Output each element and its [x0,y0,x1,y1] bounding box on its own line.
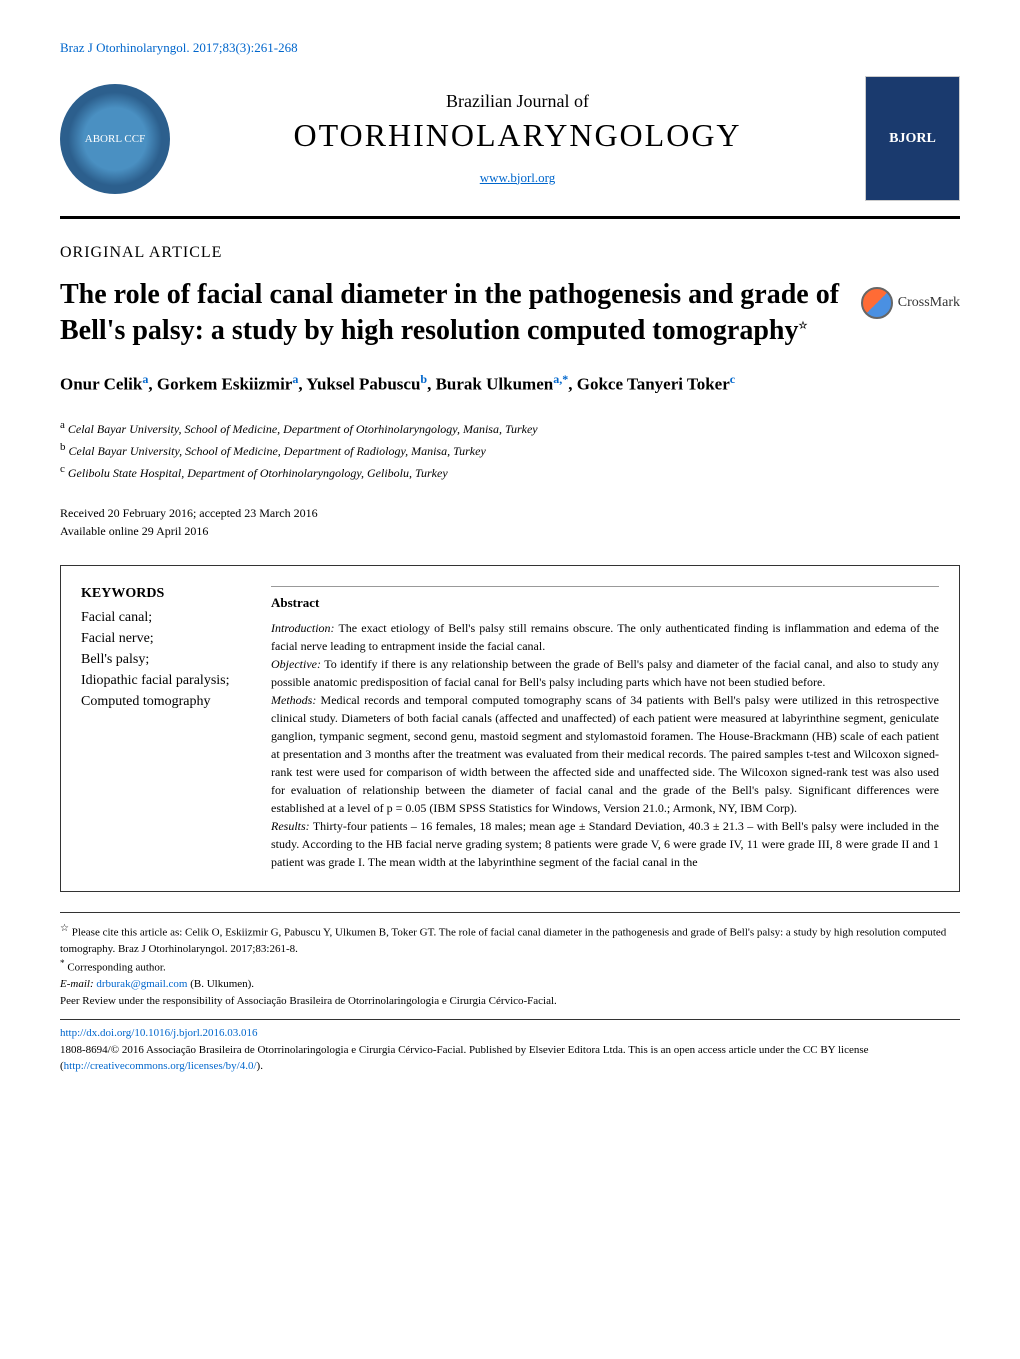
online-date: Available online 29 April 2016 [60,522,960,540]
results-text: Thirty-four patients – 16 females, 18 ma… [271,819,939,869]
crossmark-icon [861,287,893,319]
email-line: E-mail: drburak@gmail.com (B. Ulkumen). [60,976,960,993]
crossmark-badge[interactable]: CrossMark [861,287,960,319]
intro-text: The exact etiology of Bell's palsy still… [271,621,939,653]
footer-section: ☆ Please cite this article as: Celik O, … [60,912,960,1075]
title-footnote-star: ☆ [799,321,808,332]
doi-block: http://dx.doi.org/10.1016/j.bjorl.2016.0… [60,1019,960,1075]
objective-text: To identify if there is any relationship… [271,657,939,689]
abstract-body: Introduction: The exact etiology of Bell… [271,619,939,871]
article-type-label: ORIGINAL ARTICLE [60,244,960,262]
article-title: The role of facial canal diameter in the… [60,277,841,350]
title-text: The role of facial canal diameter in the… [60,279,839,346]
journal-subtitle: Brazilian Journal of [190,91,845,112]
journal-url-link[interactable]: www.bjorl.org [480,170,555,185]
author-list: Onur Celika, Gorkem Eskiizmira, Yuksel P… [60,370,960,397]
affiliation-b: b Celal Bayar University, School of Medi… [60,439,960,461]
keywords-column: KEYWORDS Facial canal;Facial nerve;Bell'… [81,586,241,871]
peer-review-note: Peer Review under the responsibility of … [60,993,960,1010]
methods-label: Methods: [271,693,316,707]
header-divider [60,216,960,219]
results-label: Results: [271,819,310,833]
objective-label: Objective: [271,657,321,671]
keywords-list: Facial canal;Facial nerve;Bell's palsy;I… [81,607,241,712]
author-email-link[interactable]: drburak@gmail.com [96,978,187,990]
article-dates: Received 20 February 2016; accepted 23 M… [60,504,960,540]
affiliation-c: c Gelibolu State Hospital, Department of… [60,461,960,483]
journal-title: OTORHINOLARYNGOLOGY [190,117,845,154]
received-date: Received 20 February 2016; accepted 23 M… [60,504,960,522]
abstract-column: Abstract Introduction: The exact etiolog… [271,586,939,871]
abstract-heading: Abstract [271,595,939,611]
keywords-heading: KEYWORDS [81,586,241,602]
affiliation-a: a Celal Bayar University, School of Medi… [60,417,960,439]
citation-line: Braz J Otorhinolaryngol. 2017;83(3):261-… [60,40,960,56]
doi-link[interactable]: http://dx.doi.org/10.1016/j.bjorl.2016.0… [60,1027,258,1039]
journal-logo: ABORL CCF [60,84,170,194]
cite-star: ☆ [60,923,69,934]
cc-license-link[interactable]: http://creativecommons.org/licenses/by/4… [64,1060,257,1072]
journal-title-block: Brazilian Journal of OTORHINOLARYNGOLOGY… [170,91,865,187]
intro-label: Introduction: [271,621,335,635]
title-row: The role of facial canal diameter in the… [60,277,960,350]
affiliations-block: a Celal Bayar University, School of Medi… [60,417,960,484]
cite-as-note: ☆ Please cite this article as: Celik O, … [60,921,960,958]
journal-header: ABORL CCF Brazilian Journal of OTORHINOL… [60,76,960,201]
copyright-line: 1808-8694/© 2016 Associação Brasileira d… [60,1042,960,1075]
email-label: E-mail: [60,978,94,990]
crossmark-label: CrossMark [898,295,960,311]
journal-cover-image: BJORL [865,76,960,201]
abstract-box: KEYWORDS Facial canal;Facial nerve;Bell'… [60,565,960,892]
corresponding-author-note: * Corresponding author. [60,957,960,976]
methods-text: Medical records and temporal computed to… [271,693,939,815]
email-author-name: (B. Ulkumen). [187,978,254,990]
